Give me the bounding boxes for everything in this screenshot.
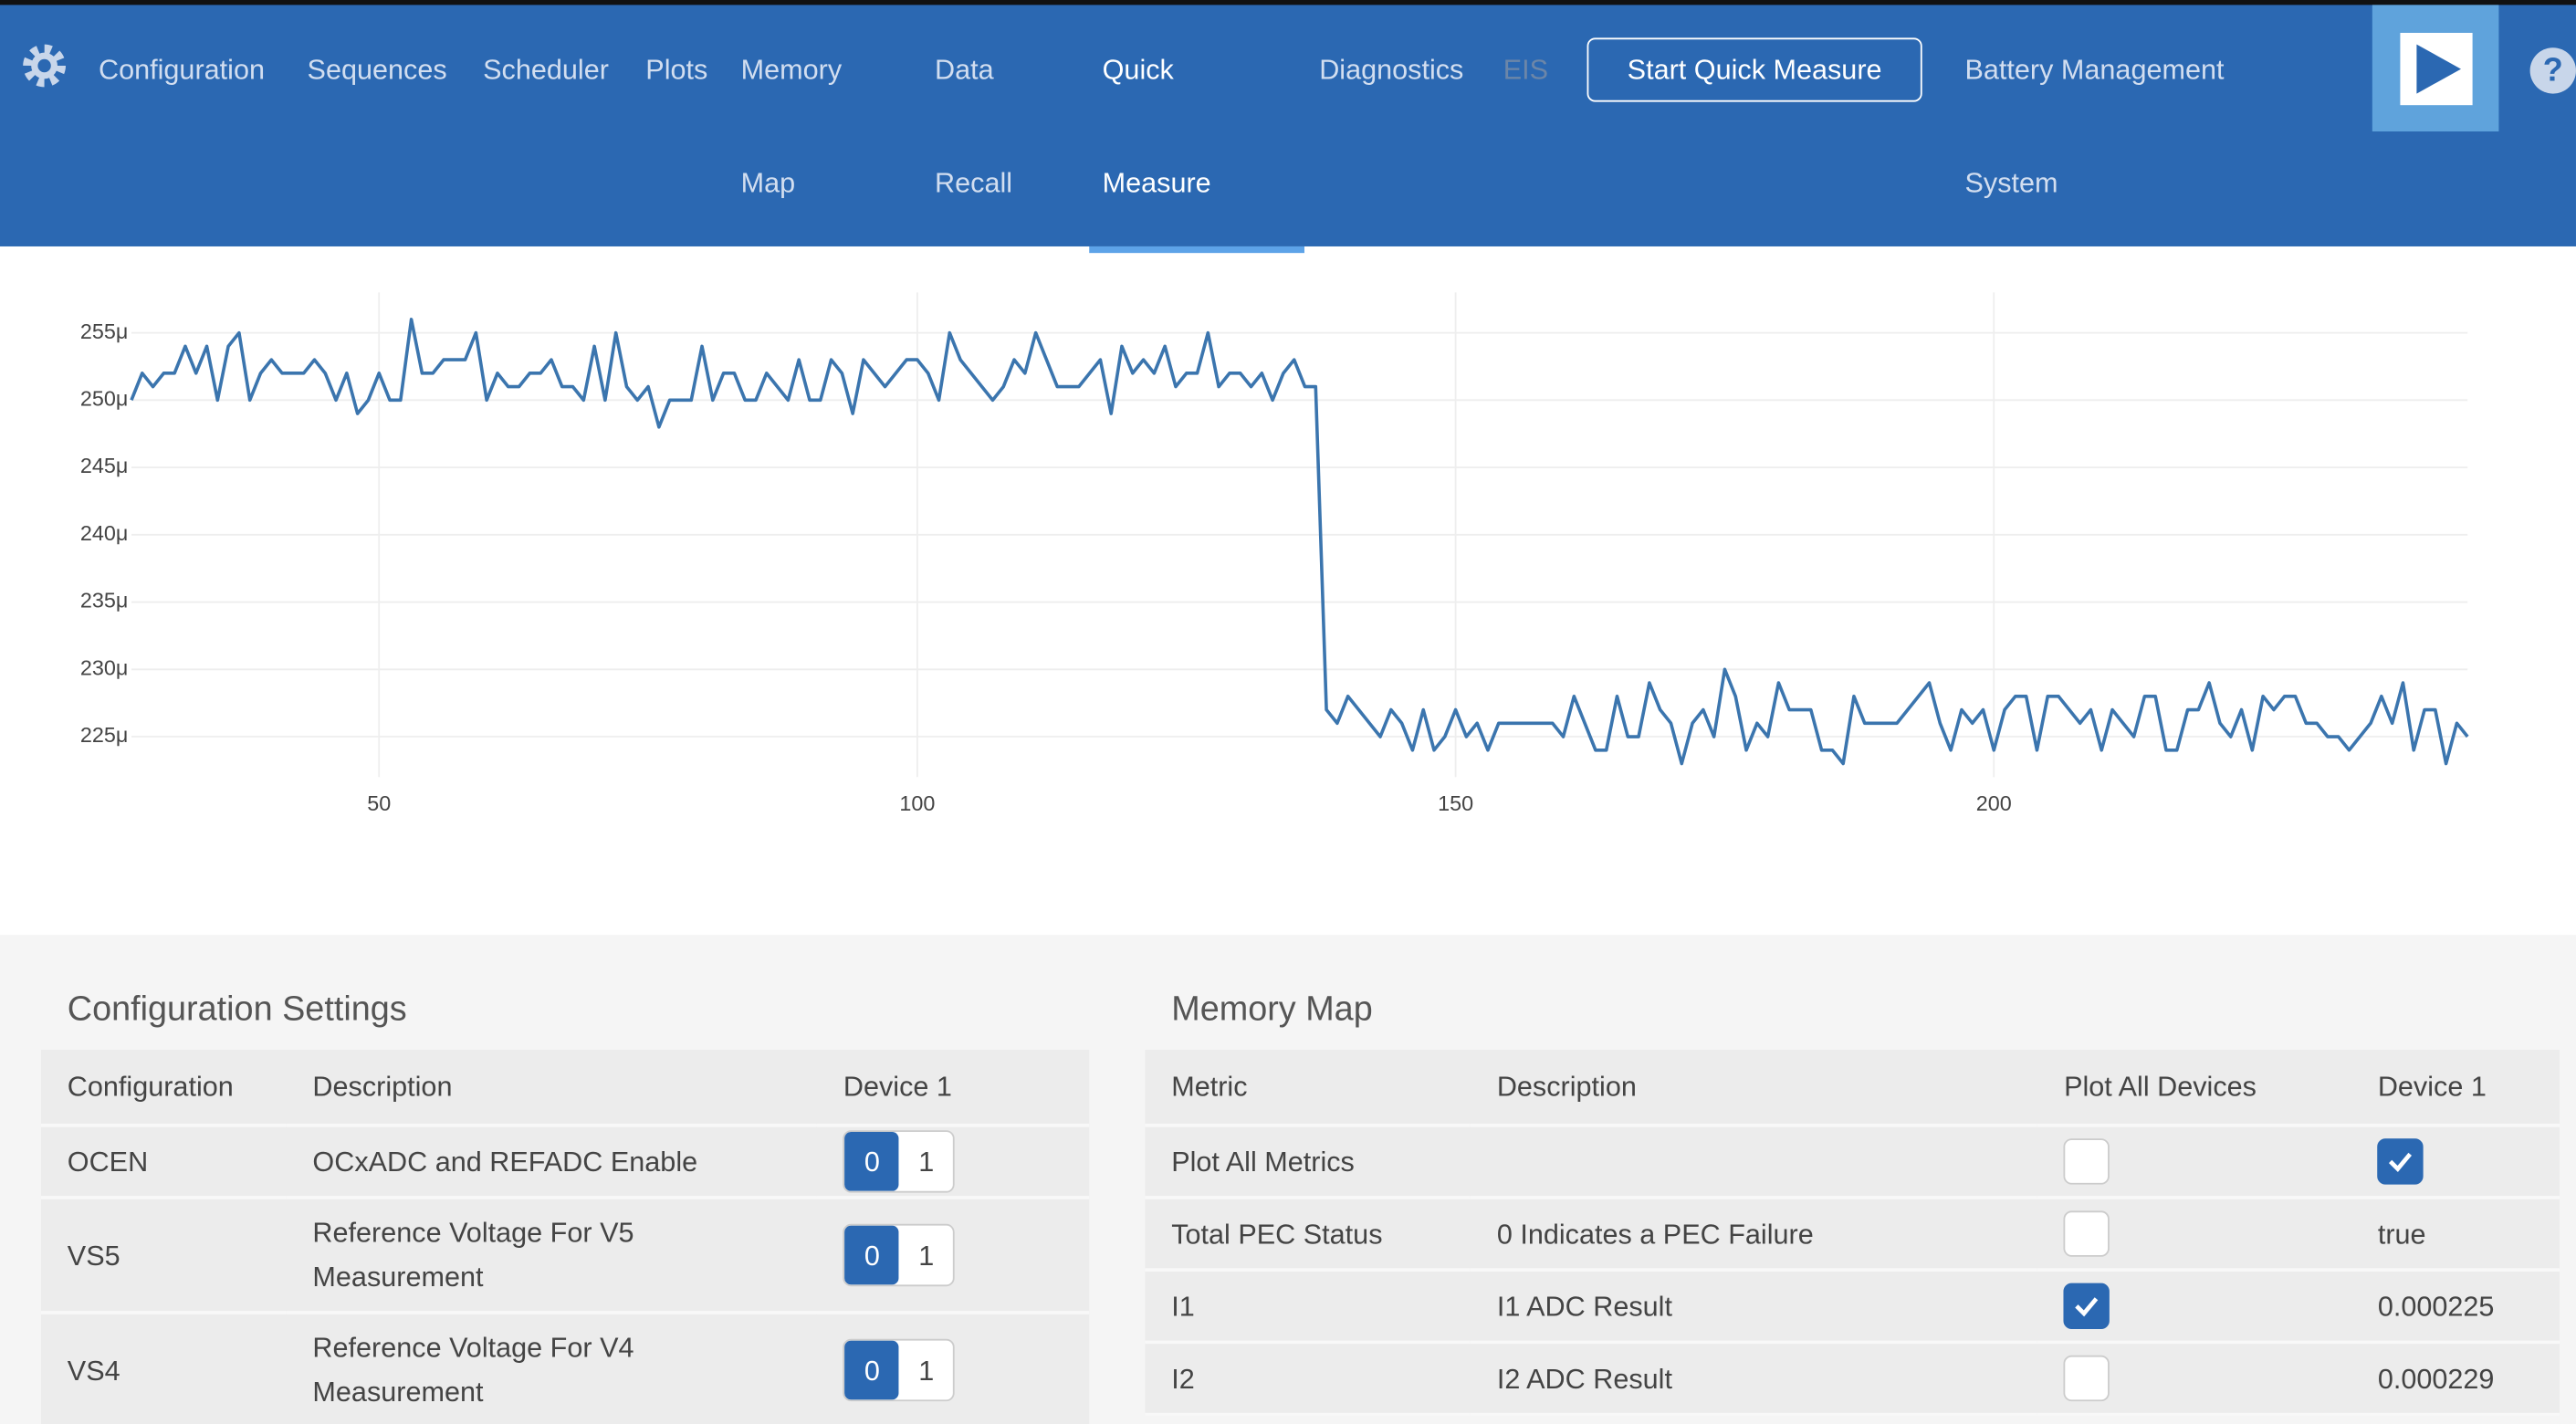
help-icon[interactable]: ?	[2527, 46, 2576, 95]
nav-item[interactable]: Sequences	[307, 54, 447, 86]
start-button[interactable]: Start Quick Measure	[1586, 37, 1922, 102]
settings-area: Configuration Settings Configuration Desc…	[0, 935, 2576, 1424]
toggle-option[interactable]: 0	[844, 1340, 900, 1400]
header-row: Metric Description Plot All Devices Device …	[1145, 1050, 2560, 1127]
metric: I2	[1145, 1342, 1471, 1417]
header-cell: Device 1	[817, 1050, 1090, 1127]
checkbox[interactable]	[2064, 1355, 2110, 1402]
nav-item[interactable]: Plots	[645, 54, 708, 86]
device-value: 0.000225	[2351, 1270, 2560, 1345]
memory-table: Metric Description Plot All Devices Device …	[1145, 1050, 2560, 1417]
table-row: I1 I1 ADC Result 0.000225	[1145, 1270, 2560, 1345]
x-tick-label: 100	[899, 791, 935, 815]
plot-cell	[2037, 1198, 2352, 1272]
device-cell	[2351, 1125, 2560, 1199]
data-line	[130, 318, 2469, 766]
metric: Total PEC Status	[1145, 1198, 1471, 1272]
device-value: true	[2351, 1198, 2560, 1272]
plot-cell	[2037, 1270, 2352, 1345]
checkbox[interactable]	[2064, 1283, 2110, 1329]
header-cell: Description	[286, 1050, 818, 1127]
navbar: Configuration Sequences Scheduler Plots …	[0, 0, 2576, 254]
description: Reference Voltage For V4 Measurement	[286, 1312, 818, 1424]
header-row: Configuration Description Device 1	[40, 1050, 1090, 1127]
chart: 50 100 150 200 225μ 230μ 235μ 240μ 245μ 250μ 255μ	[80, 292, 2469, 815]
description: I1 ADC Result	[1471, 1270, 2038, 1345]
section-title: Memory Map	[1171, 990, 1373, 1029]
toggle-option[interactable]: 0	[844, 1132, 900, 1191]
checkbox[interactable]	[2377, 1138, 2424, 1185]
settings-icon[interactable]	[20, 41, 69, 90]
plot-cell	[2037, 1125, 2352, 1199]
nav-item[interactable]: Configuration	[98, 54, 265, 86]
description: OCxADC and REFADC Enable	[286, 1125, 818, 1199]
section-title: Configuration Settings	[67, 990, 407, 1029]
play-icon	[2400, 32, 2473, 106]
table-row: Total PEC Status 0 Indicates a PEC Failur…	[1145, 1198, 2560, 1272]
y-tick-label: 235μ	[80, 589, 128, 613]
nav-item[interactable]: Memory Map	[740, 54, 843, 199]
description: I2 ADC Result	[1471, 1342, 2038, 1417]
y-tick-label: 245μ	[80, 454, 128, 477]
header-cell: Configuration	[40, 1050, 287, 1127]
metric: Plot All Metrics	[1145, 1125, 1471, 1199]
svg-text:?: ?	[2543, 51, 2563, 89]
x-tick-label: 200	[1976, 791, 2012, 815]
device-value: 0.000229	[2351, 1342, 2560, 1417]
toggle-option[interactable]: 1	[918, 1146, 935, 1178]
header-cell: Device 1	[2351, 1050, 2560, 1127]
header-cell: Plot All Devices	[2037, 1050, 2352, 1127]
y-tick-label: 240μ	[80, 521, 128, 545]
table-row: Plot All Metrics	[1145, 1125, 2560, 1199]
config-name: VS5	[40, 1198, 287, 1314]
header-cell: Description	[1471, 1050, 2038, 1127]
table-row: VS4 Reference Voltage For V4 Measurement 0…	[40, 1312, 1090, 1424]
checkbox[interactable]	[2064, 1138, 2110, 1185]
check-mark	[2389, 1152, 2413, 1172]
table-row: VS5 Reference Voltage For V5 Measurement 0…	[40, 1198, 1090, 1314]
y-tick-label: 225μ	[80, 723, 128, 747]
config-name: OCEN	[40, 1125, 287, 1199]
x-tick-label: 150	[1438, 791, 1473, 815]
y-tick-label: 250μ	[80, 387, 128, 411]
x-tick-label: 50	[367, 791, 391, 815]
nav-item[interactable]: Diagnostics	[1319, 54, 1464, 86]
y-tick-label: 255μ	[80, 319, 128, 343]
table-row: OCEN OCxADC and REFADC Enable 0 1	[40, 1125, 1090, 1199]
nav-item[interactable]: Scheduler	[483, 54, 609, 86]
toggle-option[interactable]: 1	[918, 1239, 935, 1272]
config-name: VS4	[40, 1312, 287, 1424]
checkbox[interactable]	[2064, 1210, 2110, 1257]
nav-item[interactable]: Data Recall	[935, 54, 1013, 199]
header-cell: Metric	[1145, 1050, 1471, 1127]
y-tick-label: 230μ	[80, 655, 128, 679]
nav-item[interactable]: Quick Measure	[1089, 13, 1304, 254]
description: 0 Indicates a PEC Failure	[1471, 1198, 2038, 1272]
nav-item: EIS	[1503, 54, 1549, 86]
config-table: Configuration Description Device 1 OCEN OCxA…	[40, 1050, 1090, 1424]
toggle-option[interactable]: 1	[918, 1354, 935, 1387]
check-mark	[2075, 1297, 2099, 1317]
description: Reference Voltage For V5 Measurement	[286, 1198, 818, 1314]
description	[1471, 1125, 2038, 1199]
toggle-option[interactable]: 0	[844, 1225, 900, 1285]
plot-cell	[2037, 1342, 2352, 1417]
nav-item[interactable]: Battery Management System	[1964, 54, 2225, 199]
metric: I1	[1145, 1270, 1471, 1345]
table-row: I2 I2 ADC Result 0.000229	[1145, 1342, 2560, 1417]
play-button[interactable]	[2372, 5, 2499, 131]
